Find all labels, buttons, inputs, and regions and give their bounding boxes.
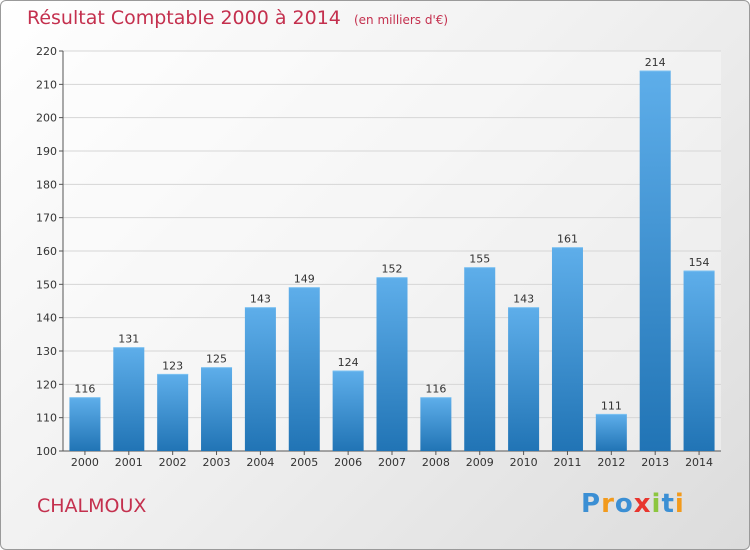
x-tick-label: 2010 xyxy=(510,456,538,469)
y-tick-label: 200 xyxy=(36,112,57,125)
proxiti-logo: Proxiti xyxy=(581,489,685,519)
bar xyxy=(551,247,583,451)
x-tick-label: 2012 xyxy=(597,456,625,469)
bar-value-label: 161 xyxy=(557,233,578,246)
y-tick-label: 210 xyxy=(36,78,57,91)
logo-letter: i xyxy=(674,489,685,519)
logo-letter: x xyxy=(633,489,652,519)
bar-value-label: 155 xyxy=(469,253,490,266)
x-tick-label: 2000 xyxy=(71,456,99,469)
x-tick-label: 2011 xyxy=(553,456,581,469)
bar-value-label: 154 xyxy=(689,256,710,269)
x-tick-label: 2008 xyxy=(422,456,450,469)
bar-value-label: 125 xyxy=(206,353,227,366)
bar xyxy=(376,277,408,451)
chart-title-unit: (en milliers d'€) xyxy=(353,13,449,27)
x-tick-label: 2009 xyxy=(466,456,494,469)
x-tick-label: 2002 xyxy=(159,456,187,469)
bar-value-label: 116 xyxy=(425,383,446,396)
logo-letter: r xyxy=(601,489,615,519)
x-tick-label: 2005 xyxy=(290,456,318,469)
y-tick-label: 130 xyxy=(36,345,57,358)
bar xyxy=(508,307,540,451)
bar-value-label: 152 xyxy=(382,263,403,276)
bar-value-label: 124 xyxy=(338,356,359,369)
y-tick-label: 100 xyxy=(36,445,57,458)
bar xyxy=(244,307,276,451)
logo-letter: i xyxy=(651,489,662,519)
bar xyxy=(595,414,627,451)
bar xyxy=(69,397,101,451)
chart-title: Résultat Comptable 2000 à 2014 (en milli… xyxy=(27,7,448,29)
bar-value-label: 149 xyxy=(294,273,315,286)
bar-value-label: 111 xyxy=(601,399,622,412)
logo-letter: P xyxy=(581,489,602,519)
bar xyxy=(639,71,671,451)
bar xyxy=(464,267,496,451)
x-tick-label: 2001 xyxy=(115,456,143,469)
bar xyxy=(420,397,452,451)
y-tick-label: 110 xyxy=(36,412,57,425)
y-tick-label: 120 xyxy=(36,378,57,391)
logo-letter: o xyxy=(614,489,634,519)
bar xyxy=(288,287,320,451)
y-tick-label: 220 xyxy=(36,45,57,58)
logo-letter: t xyxy=(661,489,675,519)
x-tick-label: 2003 xyxy=(203,456,231,469)
bar-value-label: 123 xyxy=(162,359,183,372)
x-tick-label: 2006 xyxy=(334,456,362,469)
chart-title-main: Résultat Comptable 2000 à 2014 xyxy=(27,7,341,29)
x-tick-label: 2007 xyxy=(378,456,406,469)
bar xyxy=(332,371,364,451)
bar-value-label: 116 xyxy=(74,383,95,396)
bar-value-label: 131 xyxy=(118,333,139,346)
y-tick-label: 140 xyxy=(36,312,57,325)
y-tick-label: 180 xyxy=(36,178,57,191)
x-tick-label: 2013 xyxy=(641,456,669,469)
y-tick-label: 160 xyxy=(36,245,57,258)
bar xyxy=(157,374,189,451)
bar xyxy=(201,367,233,451)
x-tick-label: 2014 xyxy=(685,456,713,469)
bar-value-label: 143 xyxy=(250,293,271,306)
y-tick-label: 170 xyxy=(36,212,57,225)
bar xyxy=(113,347,145,451)
y-tick-label: 150 xyxy=(36,278,57,291)
y-tick-label: 190 xyxy=(36,145,57,158)
bar-value-label: 143 xyxy=(513,293,534,306)
bar-value-label: 214 xyxy=(645,56,666,69)
x-tick-label: 2004 xyxy=(246,456,274,469)
location-name: CHALMOUX xyxy=(37,495,147,517)
bar xyxy=(683,271,715,451)
